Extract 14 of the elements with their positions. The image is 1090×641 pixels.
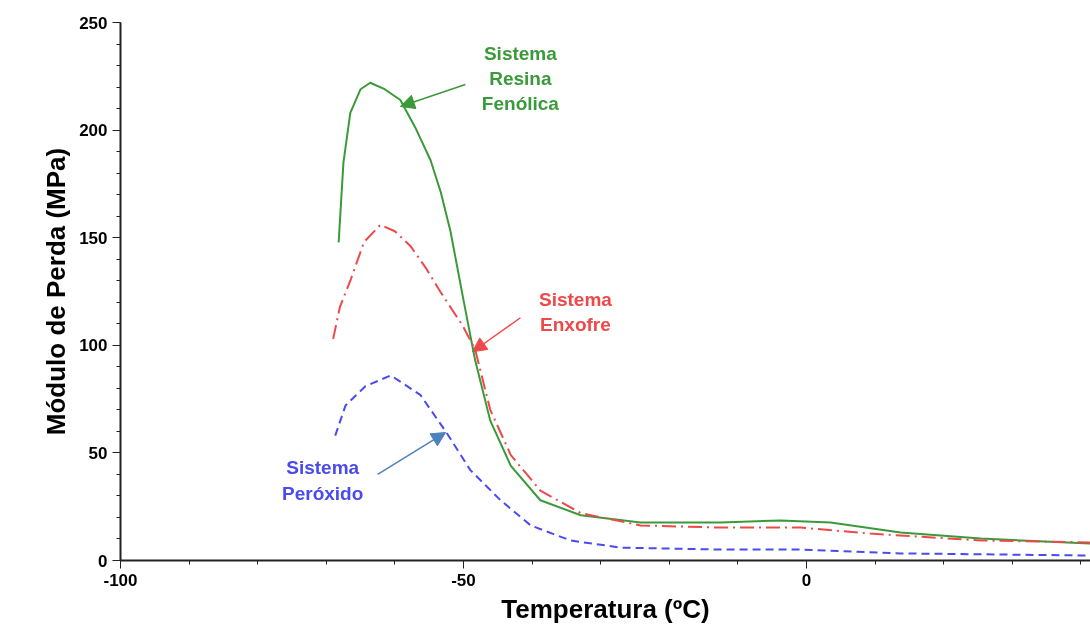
x-tick-label: 0 xyxy=(801,570,812,590)
y-axis-title: Módulo de Perda (MPa) xyxy=(41,147,72,436)
y-tick-label: 150 xyxy=(79,228,108,248)
y-tick-label: 0 xyxy=(98,551,108,571)
x-axis-title: Temperatura (ºC) xyxy=(501,593,710,624)
y-tick-label: 200 xyxy=(79,121,108,141)
y-tick-label: 50 xyxy=(88,443,108,463)
annotation: Sistema Enxofre xyxy=(538,288,613,335)
annotation: Sistema Resina Fenólica xyxy=(481,42,560,115)
x-tick-label: -100 xyxy=(103,570,138,590)
x-tick-label: -50 xyxy=(451,570,476,590)
y-tick-label: 250 xyxy=(79,13,108,33)
annotation: Sistema Peróxido xyxy=(282,457,364,504)
y-tick-label: 100 xyxy=(79,336,108,356)
